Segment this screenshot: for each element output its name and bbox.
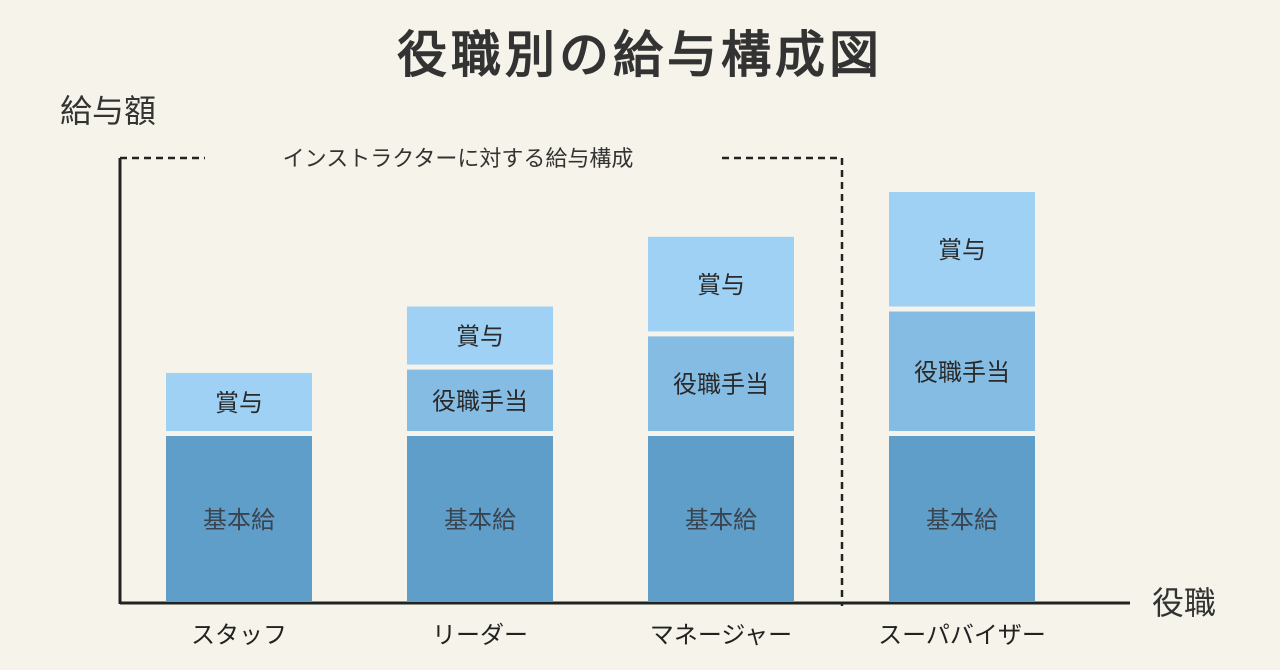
bar-segment-label-3-3: 賞与 (697, 271, 745, 299)
bar-segment-label-1-4: 基本給 (926, 506, 998, 534)
x-axis-label: 役職 (1152, 584, 1216, 622)
bar-segment-label-1-3: 基本給 (685, 506, 757, 534)
category-label-2: リーダー (432, 621, 528, 649)
chart-title: 役職別の給与構成図 (397, 26, 883, 84)
y-axis-label: 給与額 (60, 92, 156, 130)
bar-segment-label-2-4: 役職手当 (914, 358, 1010, 386)
bar-segment-1-1 (166, 436, 312, 602)
bar-segment-3-2 (407, 306, 553, 365)
category-label-1: スタッフ (191, 621, 287, 649)
bar-segment-label-1-1: 基本給 (203, 506, 275, 534)
category-label-4: スーパバイザー (878, 621, 1046, 649)
bar-segment-label-2-2: 役職手当 (432, 387, 528, 415)
bar-segment-3-3 (648, 236, 794, 332)
bar-segment-label-2-3: 役職手当 (673, 371, 769, 399)
category-label-3: マネージャー (650, 621, 792, 649)
bar-segment-label-3-4: 賞与 (938, 236, 986, 264)
bar-segment-2-3 (648, 336, 794, 431)
bar-segment-1-3 (648, 436, 794, 602)
bar-segment-label-1-2: 基本給 (444, 506, 516, 534)
bar-segment-1-4 (889, 436, 1035, 602)
bar-segment-label-3-1: 賞与 (215, 389, 263, 417)
group-label: インストラクターに対する給与構成 (283, 147, 634, 172)
category-labels: スタッフ リーダー マネージャー スーパバイザー (191, 621, 1046, 649)
bar-segment-2-2 (407, 369, 553, 431)
bar-segment-1-2 (407, 436, 553, 602)
bar-segment-3-1 (166, 372, 312, 431)
bar-segment-3-4 (889, 191, 1035, 307)
bar-segment-label-3-2: 賞与 (456, 323, 504, 351)
bar-segment-2-4 (889, 311, 1035, 431)
